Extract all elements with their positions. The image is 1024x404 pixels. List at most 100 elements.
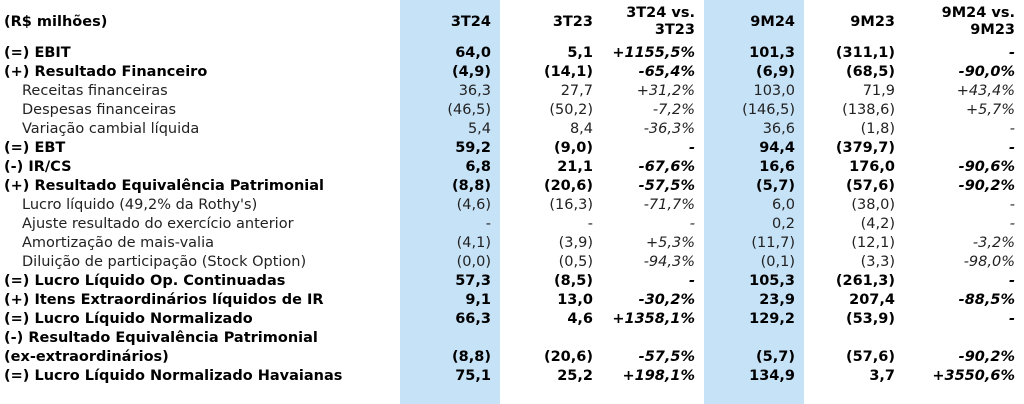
table-row: (+) Resultado Financeiro (4,9) (14,1) -65,4… xyxy=(0,63,1024,82)
cell-3t-variation: -57,5% xyxy=(638,178,695,194)
table-row: Despesas financeiras (46,5) (50,2) -7,2% (14… xyxy=(0,101,1024,120)
cell-3t23: (0,5) xyxy=(558,254,593,270)
cell-9m-variation: - xyxy=(1009,216,1015,232)
cell-9m-variation: -3,2% xyxy=(972,235,1015,251)
cell-9m23: (12,1) xyxy=(851,235,895,251)
cell-3t24: 59,2 xyxy=(455,140,491,156)
cell-9m24: 105,3 xyxy=(749,273,795,289)
cell-3t23: (20,6) xyxy=(543,178,593,194)
cell-3t-variation: -57,5% xyxy=(638,349,695,365)
cell-9m24: 129,2 xyxy=(749,311,795,327)
cell-3t-variation: -30,2% xyxy=(638,292,695,308)
row-label: Variação cambial líquida xyxy=(22,121,200,137)
table-row: (=) Lucro Líquido Normalizado Havaianas 7… xyxy=(0,367,1024,386)
cell-9m24: 103,0 xyxy=(753,83,795,99)
cell-3t23: (20,6) xyxy=(543,349,593,365)
cell-9m24: (6,9) xyxy=(756,64,795,80)
row-label: (-) Resultado Equivalência Patrimonial xyxy=(4,330,318,346)
cell-3t24: (4,1) xyxy=(456,235,491,251)
cell-3t23: (3,9) xyxy=(558,235,593,251)
cell-9m23: (68,5) xyxy=(845,64,895,80)
cell-3t23: (9,0) xyxy=(554,140,593,156)
cell-9m-variation: -90,6% xyxy=(958,159,1015,175)
row-label: Receitas financeiras xyxy=(22,83,168,99)
cell-9m-variation: - xyxy=(1008,45,1015,61)
cell-3t-variation: -7,2% xyxy=(652,102,695,118)
cell-9m23: (3,3) xyxy=(860,254,895,270)
row-label: Despesas financeiras xyxy=(22,102,177,118)
table-row: (+) Resultado Equivalência Patrimonial (8… xyxy=(0,177,1024,196)
cell-9m24: 23,9 xyxy=(759,292,795,308)
col-header-3t24: 3T24 xyxy=(450,13,491,30)
cell-3t-variation: -71,7% xyxy=(643,197,695,213)
table-row: (+) Itens Extraordinários líquidos de IR… xyxy=(0,291,1024,310)
row-label: (=) Lucro Líquido Normalizado xyxy=(4,311,253,327)
cell-9m24: (5,7) xyxy=(756,349,795,365)
table-row: (=) Lucro Líquido Op. Continuadas 57,3 (8,… xyxy=(0,272,1024,291)
cell-9m-variation: -88,5% xyxy=(958,292,1015,308)
cell-3t24: 5,4 xyxy=(467,121,491,137)
cell-9m24: 101,3 xyxy=(749,45,795,61)
col-header-3t23: 3T23 xyxy=(552,13,593,30)
table-row: Ajuste resultado do exercício anterior - -… xyxy=(0,215,1024,234)
row-label: Amortização de mais-valia xyxy=(22,235,215,251)
financial-table: (R$ milhões) 3T24 3T23 3T24 vs. 3T23 9M2… xyxy=(0,5,1024,386)
cell-9m23: (379,7) xyxy=(835,140,895,156)
cell-9m-variation: -98,0% xyxy=(963,254,1015,270)
cell-3t24: (4,9) xyxy=(452,64,491,80)
cell-9m23: 176,0 xyxy=(849,159,895,175)
col-header-9m23: 9M23 xyxy=(850,13,895,30)
cell-3t24: 6,8 xyxy=(465,159,491,175)
cell-9m-variation: -90,2% xyxy=(958,349,1015,365)
cell-3t-variation: -94,3% xyxy=(643,254,695,270)
row-label: (-) IR/CS xyxy=(4,159,72,175)
cell-9m23: (4,2) xyxy=(860,216,895,232)
cell-3t23: (16,3) xyxy=(549,197,593,213)
cell-3t23: 25,2 xyxy=(557,368,593,384)
cell-3t24: (4,6) xyxy=(456,197,491,213)
cell-9m24: 0,2 xyxy=(771,216,795,232)
row-label: (+) Itens Extraordinários líquidos de IR xyxy=(4,292,324,308)
cell-3t23: 8,4 xyxy=(569,121,593,137)
table-row: Variação cambial líquida 5,4 8,4 -36,3% 36,6… xyxy=(0,120,1024,139)
cell-9m23: (53,9) xyxy=(845,311,895,327)
cell-9m-variation xyxy=(904,329,1024,348)
cell-3t-variation: -67,6% xyxy=(638,159,695,175)
unit-label: (R$ milhões) xyxy=(4,13,108,30)
cell-9m24: (146,5) xyxy=(742,102,795,118)
col-header-9m24: 9M24 xyxy=(750,13,795,30)
cell-3t23: (14,1) xyxy=(543,64,593,80)
cell-9m24: (0,1) xyxy=(760,254,795,270)
cell-3t23: 13,0 xyxy=(557,292,593,308)
highlight-3t24-column xyxy=(400,0,500,404)
cell-3t24: 64,0 xyxy=(455,45,491,61)
cell-9m24: 134,9 xyxy=(749,368,795,384)
row-label: (+) Resultado Financeiro xyxy=(4,64,208,80)
cell-9m-variation: -90,2% xyxy=(958,178,1015,194)
table-row: (=) EBIT 64,0 5,1 +1155,5% 101,3 (311,1) - xyxy=(0,44,1024,63)
cell-9m23: (261,3) xyxy=(835,273,895,289)
cell-9m23: 71,9 xyxy=(862,83,895,99)
table-row: Diluição de participação (Stock Option) (… xyxy=(0,253,1024,272)
cell-9m23: (57,6) xyxy=(845,178,895,194)
col-header-3t-variation: 3T24 vs. 3T23 xyxy=(626,5,695,38)
cell-9m23: (311,1) xyxy=(835,45,895,61)
cell-9m-variation: - xyxy=(1008,140,1015,156)
cell-3t23: (50,2) xyxy=(549,102,593,118)
cell-3t24: (8,8) xyxy=(452,349,491,365)
cell-9m-variation: +5,7% xyxy=(966,102,1015,118)
cell-3t-variation: -36,3% xyxy=(643,121,695,137)
cell-3t24: (46,5) xyxy=(447,102,491,118)
cell-3t24 xyxy=(400,329,500,348)
cell-9m-variation: - xyxy=(1009,121,1015,137)
table-row: (ex-extraordinários) (8,8) (20,6) -57,5% (5,… xyxy=(0,348,1024,367)
table-row: (-) IR/CS 6,8 21,1 -67,6% 16,6 176,0 -90,6% xyxy=(0,158,1024,177)
cell-9m-variation: - xyxy=(1008,311,1015,327)
cell-3t-variation: +5,3% xyxy=(646,235,695,251)
cell-9m23: (57,6) xyxy=(845,349,895,365)
cell-9m24 xyxy=(704,329,804,348)
cell-9m24: (11,7) xyxy=(751,235,795,251)
cell-3t-variation: +1358,1% xyxy=(612,311,695,327)
table-row: (=) EBT 59,2 (9,0) - 94,4 (379,7) - xyxy=(0,139,1024,158)
row-label: Ajuste resultado do exercício anterior xyxy=(22,216,294,232)
